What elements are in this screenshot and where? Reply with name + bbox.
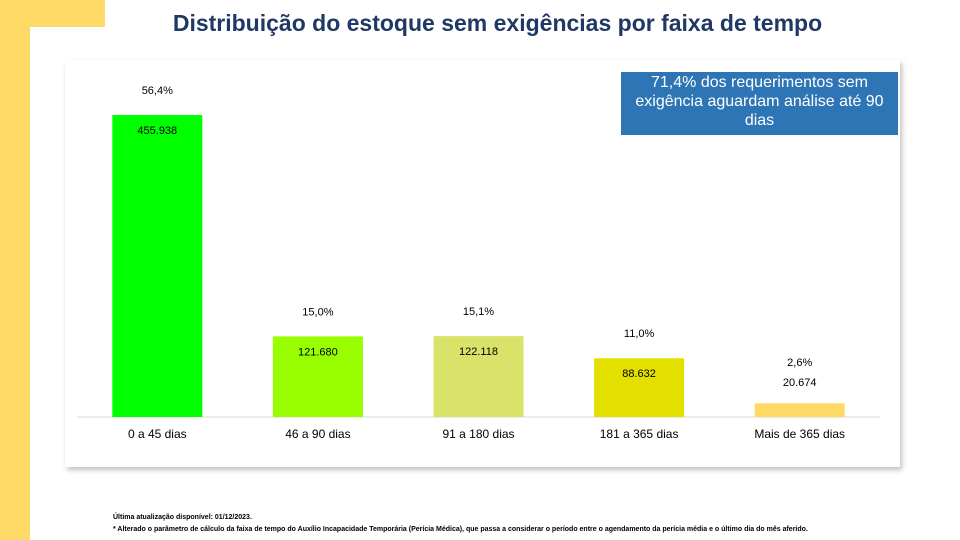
chart-title: Distribuição do estoque sem exigências p… <box>172 10 823 36</box>
bar <box>594 358 685 417</box>
bar <box>754 403 845 417</box>
x-tick-label: 46 a 90 dias <box>285 427 350 441</box>
value-label: 122.118 <box>459 346 498 358</box>
bar <box>272 336 363 417</box>
x-tick-label: Mais de 365 dias <box>754 427 845 441</box>
background <box>105 0 960 27</box>
x-tick-label: 181 a 365 dias <box>600 427 679 441</box>
footnote: * Alterado o parâmetro de cálculo da fai… <box>113 526 808 533</box>
annotation: 71,4% dos requerimentos sem exigência ag… <box>621 72 898 135</box>
value-label: 121.680 <box>298 346 338 358</box>
share-label: 15,0% <box>302 306 333 318</box>
value-label: 88.632 <box>622 368 656 380</box>
share-label: 15,1% <box>463 306 494 318</box>
share-label: 2,6% <box>787 357 812 369</box>
value-label: 20.674 <box>783 377 817 389</box>
bar <box>433 336 524 417</box>
footnote: Última atualização disponível: 01/12/202… <box>113 514 252 521</box>
share-label: 11,0% <box>624 328 655 340</box>
bar <box>112 115 203 417</box>
x-tick-label: 91 a 180 dias <box>442 427 514 441</box>
share-label: 56,4% <box>142 85 173 97</box>
value-label: 455.938 <box>137 125 177 137</box>
x-tick-label: 0 a 45 dias <box>128 427 187 441</box>
